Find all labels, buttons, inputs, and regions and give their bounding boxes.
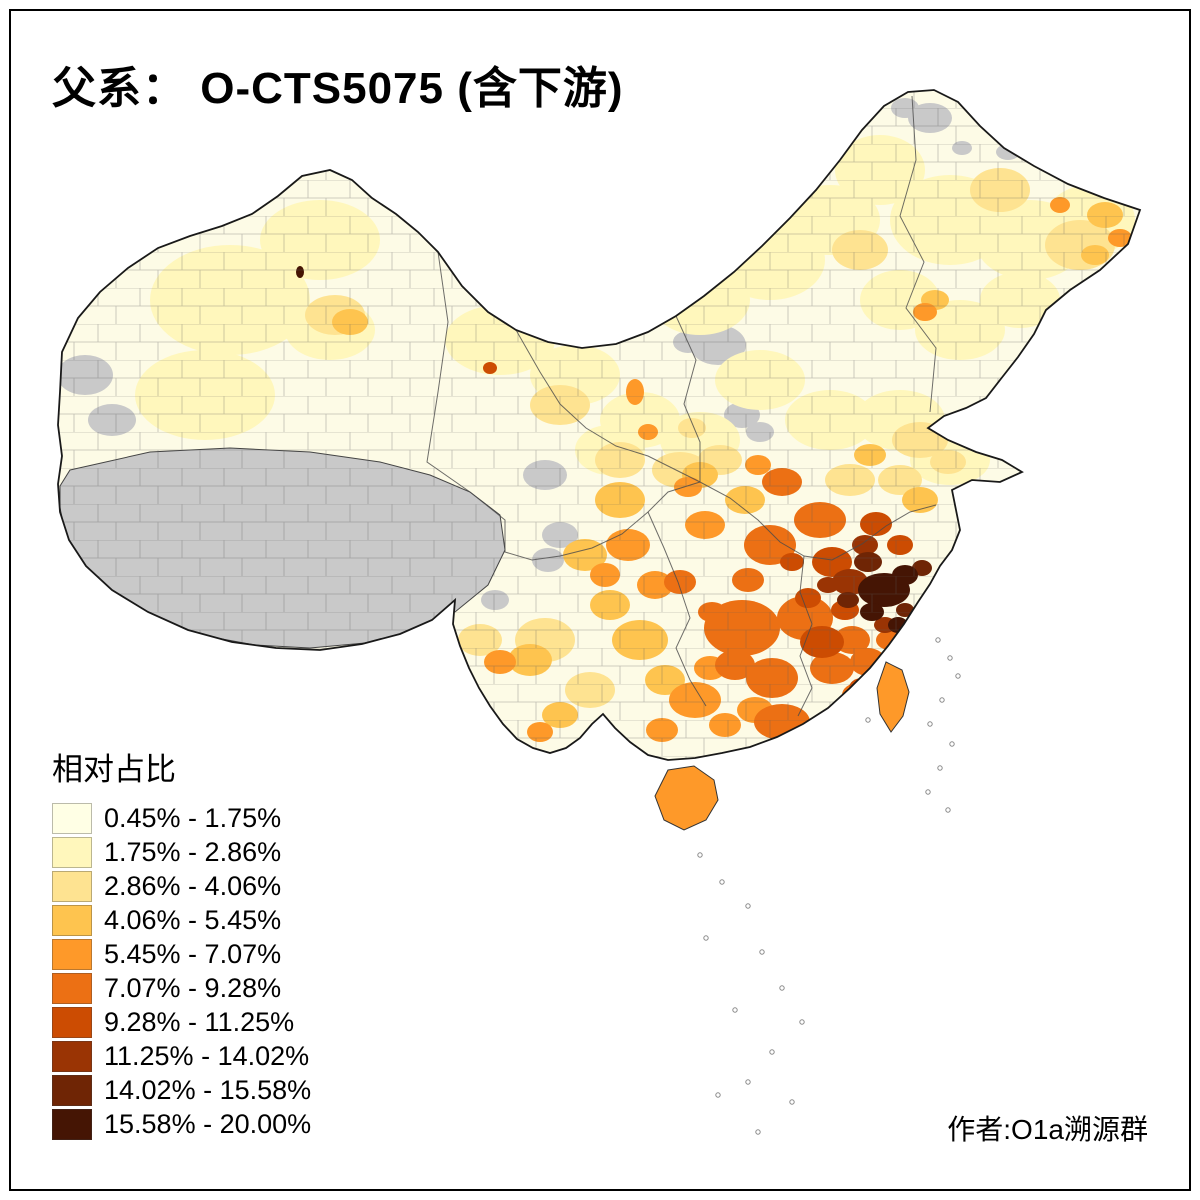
legend-swatch	[52, 870, 92, 902]
legend-label: 9.28% - 11.25%	[104, 1006, 295, 1037]
credit: 作者:O1a溯源群	[947, 1114, 1148, 1145]
legend-row: 2.86% - 4.06%	[52, 869, 311, 903]
legend-title: 相对占比	[52, 752, 176, 787]
legend-label: 14.02% - 15.58%	[104, 1074, 312, 1105]
legend-swatch	[52, 938, 92, 970]
small-island	[925, 789, 931, 795]
legend-row: 9.28% - 11.25%	[52, 1005, 311, 1039]
small-island	[745, 1079, 751, 1085]
small-island	[945, 807, 951, 813]
small-island	[799, 1019, 805, 1025]
legend-label: 15.58% - 20.00%	[104, 1108, 312, 1139]
small-island	[755, 1129, 761, 1135]
small-island	[937, 765, 943, 771]
legend-label: 0.45% - 1.75%	[104, 802, 282, 833]
legend-swatch	[52, 1006, 92, 1038]
legend-label: 1.75% - 2.86%	[104, 836, 282, 867]
legend-swatch	[52, 904, 92, 936]
legend-swatch	[52, 1074, 92, 1106]
legend-swatch	[52, 802, 92, 834]
small-island	[927, 721, 933, 727]
small-island	[935, 637, 941, 643]
small-island	[732, 1007, 738, 1013]
taiwan-island	[876, 661, 910, 733]
legend-rows: 0.45% - 1.75% 1.75% - 2.86% 2.86% - 4.06% 4…	[52, 801, 311, 1141]
hainan-island	[654, 765, 719, 831]
legend-label: 7.07% - 9.28%	[104, 972, 282, 1003]
legend-label: 5.45% - 7.07%	[104, 938, 282, 969]
country-outline	[57, 89, 1142, 761]
legend-row: 15.58% - 20.00%	[52, 1107, 311, 1141]
small-island	[865, 717, 871, 723]
small-island	[955, 673, 961, 679]
legend-swatch	[52, 1108, 92, 1140]
small-island	[719, 879, 725, 885]
legend-swatch	[52, 1040, 92, 1072]
legend-row: 0.45% - 1.75%	[52, 801, 311, 835]
legend-swatch	[52, 836, 92, 868]
legend-row: 7.07% - 9.28%	[52, 971, 311, 1005]
small-island	[949, 741, 955, 747]
legend-row: 5.45% - 7.07%	[52, 937, 311, 971]
legend-row: 4.06% - 5.45%	[52, 903, 311, 937]
legend: 相对占比 0.45% - 1.75% 1.75% - 2.86% 2.86% - 4…	[52, 744, 311, 1141]
legend-row: 1.75% - 2.86%	[52, 835, 311, 869]
small-island	[769, 1049, 775, 1055]
small-island	[779, 985, 785, 991]
small-island	[947, 655, 953, 661]
small-island	[759, 949, 765, 955]
legend-label: 4.06% - 5.45%	[104, 904, 282, 935]
legend-row: 14.02% - 15.58%	[52, 1073, 311, 1107]
map-title: 父系： O-CTS5075 (含下游)	[52, 64, 624, 113]
legend-swatch	[52, 972, 92, 1004]
small-island	[715, 1092, 721, 1098]
small-island	[697, 852, 703, 858]
small-island	[703, 935, 709, 941]
small-island	[789, 1099, 795, 1105]
small-island	[939, 697, 945, 703]
legend-label: 2.86% - 4.06%	[104, 870, 282, 901]
legend-row: 11.25% - 14.02%	[52, 1039, 311, 1073]
small-island	[745, 903, 751, 909]
legend-label: 11.25% - 14.02%	[104, 1040, 310, 1071]
